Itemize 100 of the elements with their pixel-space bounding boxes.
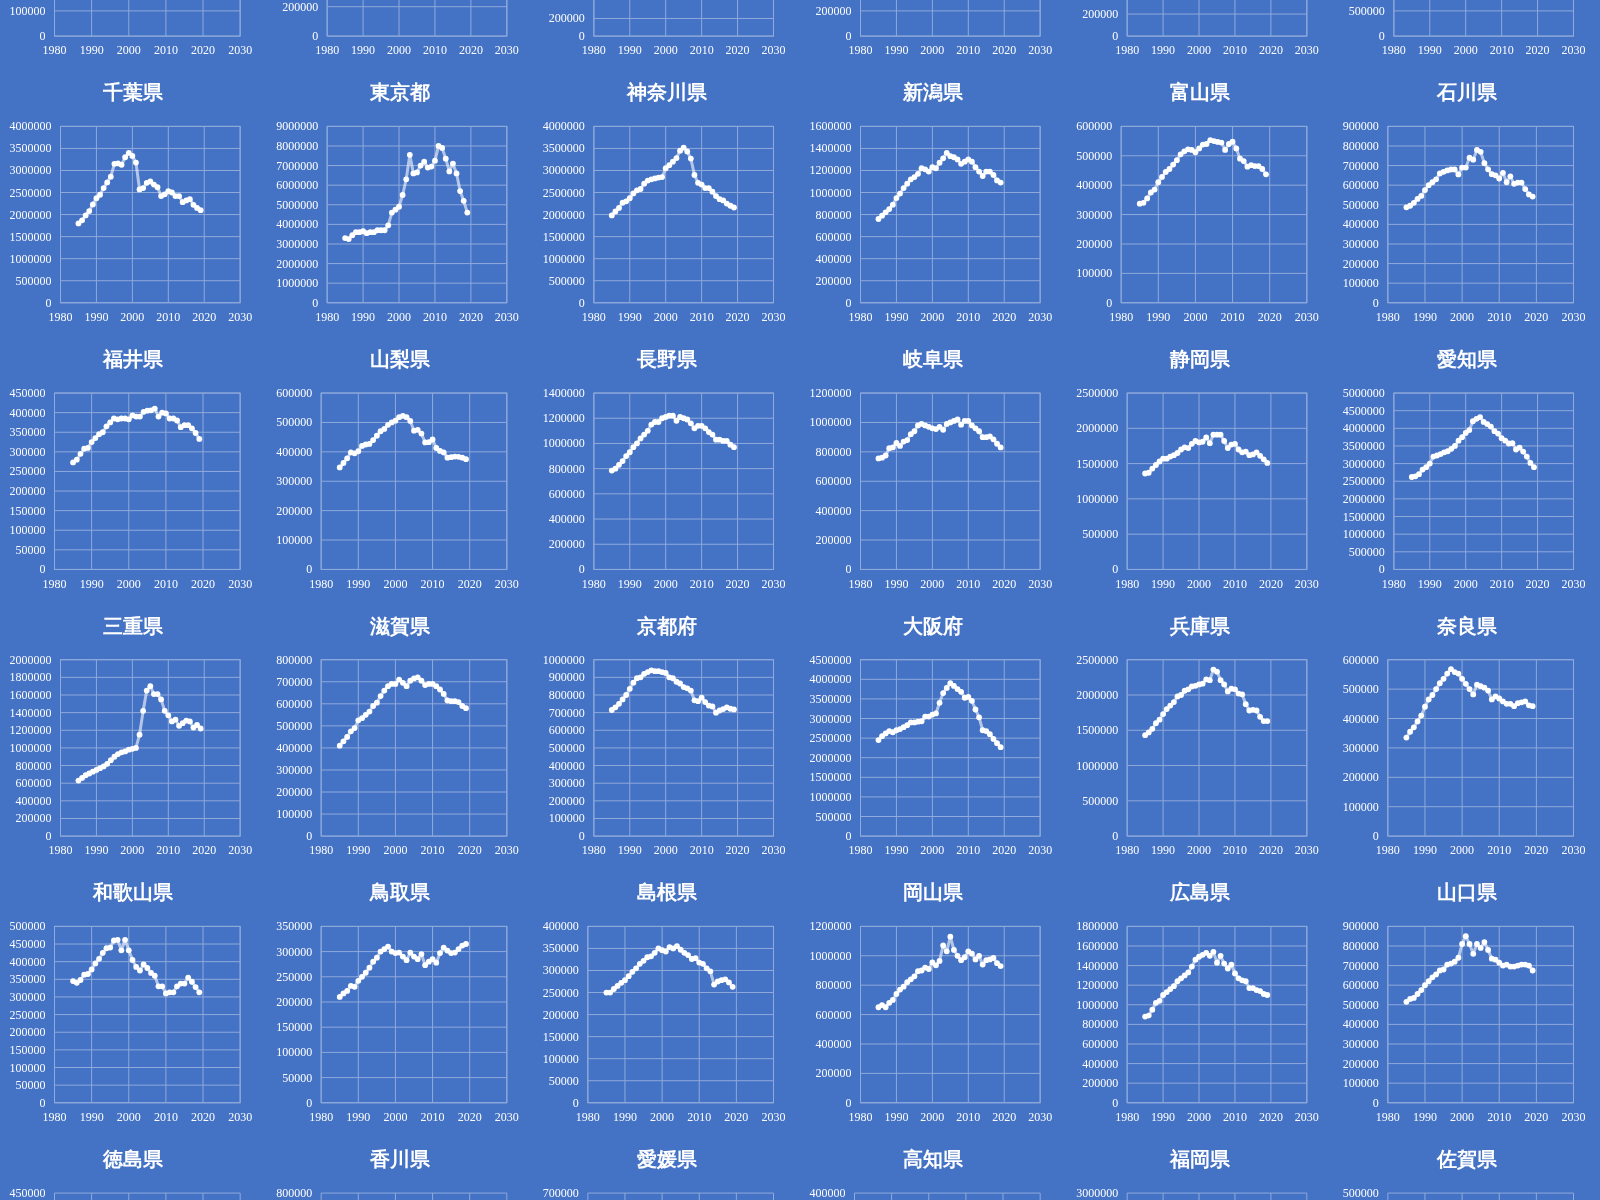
point: [1214, 668, 1220, 675]
y-tick-label: 600000: [815, 229, 852, 244]
point: [607, 989, 614, 996]
point: [89, 201, 96, 208]
point: [1527, 459, 1534, 466]
point: [188, 978, 195, 985]
x-tick-label: 2020: [457, 843, 482, 858]
x-tick-label: 2010: [156, 309, 181, 324]
point: [1466, 941, 1473, 947]
point: [1232, 970, 1238, 977]
point: [1529, 703, 1536, 710]
y-tick-label: 300000: [1076, 207, 1113, 222]
point: [616, 205, 622, 211]
point: [979, 961, 986, 968]
y-tick-label: 800000: [1342, 938, 1379, 953]
y-tick-label: 3000000: [809, 711, 852, 726]
y-tick-label: 700000: [276, 674, 313, 689]
point: [340, 738, 347, 745]
point: [1418, 987, 1425, 993]
y-tick-label: 300000: [276, 944, 313, 959]
point: [432, 157, 438, 164]
x-tick-label: 1980: [581, 843, 606, 858]
point: [687, 155, 694, 162]
point: [634, 440, 640, 447]
x-tick-label: 2020: [992, 1109, 1017, 1124]
point: [373, 432, 380, 439]
x-tick-label: 2030: [1294, 1109, 1319, 1124]
point: [1174, 450, 1181, 456]
point: [194, 722, 200, 728]
y-tick-label: 1000000: [9, 251, 52, 266]
x-tick-label: 2010: [956, 1109, 981, 1124]
x-tick-label: 2000: [116, 1109, 141, 1124]
x-tick-label: 2000: [387, 43, 412, 58]
point: [651, 949, 658, 956]
x-tick-label: 2030: [761, 309, 786, 324]
point: [925, 168, 932, 175]
chart-title: 静岡県: [1169, 346, 1231, 371]
y-tick-label: 200000: [548, 537, 585, 552]
point: [1217, 677, 1224, 684]
chart-title: 山梨県: [370, 346, 431, 371]
x-tick-label: 2020: [1257, 309, 1282, 324]
y-tick-label: 500000: [1342, 197, 1379, 212]
x-tick-label: 2010: [153, 1109, 178, 1124]
point: [96, 955, 102, 962]
point: [947, 933, 954, 940]
point: [446, 168, 453, 175]
chart-title: 兵庫県: [1169, 613, 1231, 638]
point: [936, 699, 943, 706]
y-tick-label: 2000000: [1076, 687, 1119, 702]
y-tick-label: 500000: [1082, 793, 1119, 808]
point: [940, 942, 947, 949]
x-tick-label: 2010: [1487, 843, 1512, 858]
y-tick-label: 100000: [1342, 276, 1379, 291]
y-tick-label: 300000: [276, 762, 313, 777]
point: [140, 961, 147, 968]
point: [1459, 675, 1465, 682]
point: [85, 971, 91, 977]
y-tick-label: 0: [306, 829, 313, 844]
y-tick-label: 0: [1372, 295, 1379, 310]
y-tick-label: 6000000: [276, 178, 319, 193]
chart-title: 山口県: [1436, 880, 1498, 905]
chart-title: 長野県: [635, 346, 698, 371]
point: [453, 170, 460, 177]
y-tick-label: 2000000: [9, 652, 52, 667]
point: [1481, 684, 1488, 691]
point: [336, 994, 343, 1000]
x-tick-label: 2010: [687, 1109, 712, 1124]
point: [1531, 464, 1537, 471]
point: [103, 423, 110, 430]
y-tick-label: 0: [1112, 29, 1119, 44]
point: [1455, 954, 1462, 961]
y-tick-label: 600000: [15, 776, 52, 791]
y-tick-label: 4000000: [542, 119, 585, 134]
point: [684, 416, 691, 423]
x-tick-label: 1980: [1115, 843, 1140, 858]
y-tick-label: 3000000: [1342, 456, 1385, 471]
point: [709, 188, 716, 195]
point: [151, 405, 158, 412]
point: [151, 972, 158, 979]
x-tick-label: 2010: [689, 843, 714, 858]
x-tick-label: 1980: [1381, 576, 1406, 591]
y-tick-label: 7000000: [276, 158, 319, 173]
y-tick-label: 400000: [548, 512, 585, 527]
x-tick-label: 2030: [228, 576, 253, 591]
y-tick-label: 1800000: [1076, 919, 1119, 934]
point: [414, 426, 421, 433]
point: [1477, 148, 1484, 155]
point: [1484, 421, 1491, 427]
y-tick-label: 400000: [548, 758, 585, 773]
x-tick-label: 2030: [1561, 1109, 1586, 1124]
point: [428, 163, 435, 170]
x-tick-label: 2010: [689, 43, 714, 58]
point: [1167, 986, 1174, 992]
x-tick-label: 1990: [1412, 309, 1437, 324]
point: [700, 960, 706, 967]
y-tick-label: 300000: [1342, 1036, 1379, 1051]
point: [918, 718, 925, 725]
x-tick-label: 1980: [48, 843, 73, 858]
point: [1228, 961, 1235, 968]
x-tick-label: 2030: [761, 1109, 786, 1124]
